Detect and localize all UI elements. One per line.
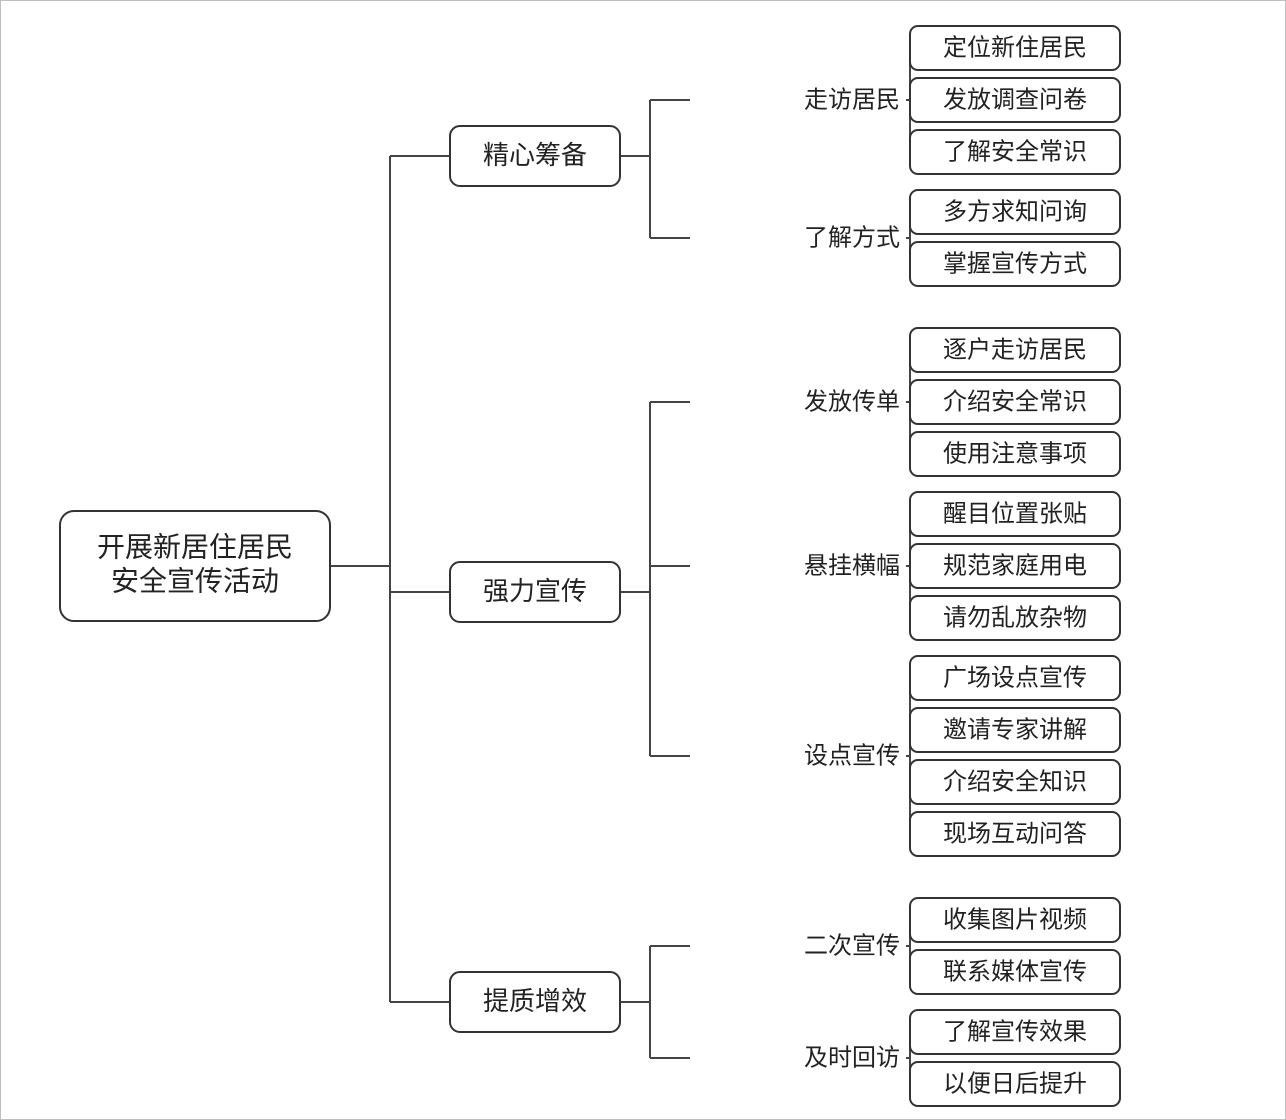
level3-label: 设点宣传: [804, 742, 900, 769]
leaf-label: 以便日后提升: [943, 1070, 1087, 1097]
leaf-label: 逐户走访居民: [943, 336, 1087, 363]
root-label: 开展新居住居民: [97, 531, 293, 562]
leaf-label: 现场互动问答: [943, 820, 1087, 847]
leaf-label: 发放调查问卷: [943, 86, 1087, 113]
leaf-label: 醒目位置张贴: [943, 500, 1087, 527]
leaf-label: 定位新住居民: [943, 34, 1087, 61]
level3-label: 悬挂横幅: [804, 552, 900, 579]
level3-label: 二次宣传: [804, 932, 900, 959]
root-label: 安全宣传活动: [111, 565, 279, 596]
level2-label: 提质增效: [483, 986, 587, 1016]
leaf-label: 了解安全常识: [943, 138, 1087, 165]
leaf-label: 联系媒体宣传: [943, 958, 1087, 985]
mindmap-diagram: 开展新居住居民安全宣传活动精心筹备走访居民定位新住居民发放调查问卷了解安全常识了…: [0, 0, 1286, 1120]
leaf-label: 广场设点宣传: [943, 664, 1087, 691]
leaf-label: 掌握宣传方式: [943, 250, 1087, 277]
level3-label: 发放传单: [804, 388, 900, 415]
leaf-label: 多方求知问询: [943, 198, 1087, 225]
level3-label: 了解方式: [804, 224, 900, 251]
level2-label: 精心筹备: [483, 140, 587, 170]
leaf-label: 使用注意事项: [943, 440, 1087, 467]
leaf-label: 介绍安全知识: [943, 768, 1087, 795]
leaf-label: 邀请专家讲解: [943, 716, 1087, 743]
leaf-label: 介绍安全常识: [943, 388, 1087, 415]
level2-label: 强力宣传: [483, 576, 587, 606]
level3-label: 走访居民: [804, 86, 900, 113]
leaf-label: 了解宣传效果: [943, 1018, 1087, 1045]
leaf-label: 规范家庭用电: [943, 552, 1087, 579]
level3-label: 及时回访: [804, 1044, 900, 1071]
leaf-label: 收集图片视频: [943, 906, 1087, 933]
leaf-label: 请勿乱放杂物: [943, 604, 1087, 631]
